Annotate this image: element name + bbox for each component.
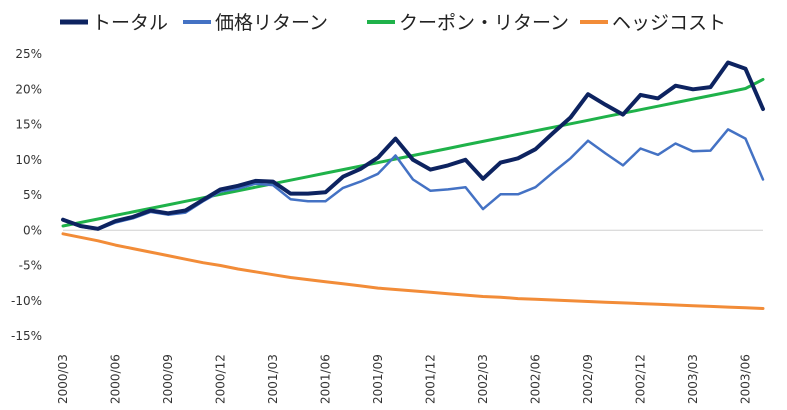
y-tick-label: -15% (11, 329, 42, 343)
x-tick-label: 2001/12 (424, 354, 438, 404)
x-tick-label: 2002/03 (476, 354, 490, 404)
series-line-3 (61, 77, 765, 228)
y-tick-label: 5% (23, 188, 42, 202)
y-tick-label: 20% (15, 82, 42, 96)
y-tick-label: -10% (11, 294, 42, 308)
series-layer (61, 60, 765, 310)
x-tick-label: 2002/06 (529, 354, 543, 404)
series-line-1 (61, 60, 765, 231)
y-axis: 25% 20% 15% 10% 5% 0% -5% -10% -15% (11, 47, 42, 343)
legend-label: 価格リターン (215, 12, 328, 34)
y-tick-label: -5% (19, 259, 42, 273)
x-tick-label: 2000/03 (56, 354, 70, 404)
x-tick-label: 2000/09 (161, 354, 175, 404)
legend-label: トータル (92, 12, 168, 34)
legend-label: クーポン・リターン (399, 12, 569, 34)
x-tick-label: 2003/06 (739, 354, 753, 404)
x-tick-label: 2002/12 (634, 354, 648, 404)
y-tick-label: 25% (15, 47, 42, 61)
x-tick-label: 2001/03 (266, 354, 280, 404)
x-tick-label: 2000/12 (214, 354, 228, 404)
y-tick-label: 0% (23, 223, 42, 237)
x-axis: 2000/03 2000/06 2000/09 2000/12 2001/03 2001/… (56, 229, 763, 404)
x-tick-label: 2002/09 (581, 354, 595, 404)
x-tick-label: 2001/06 (319, 354, 333, 404)
x-tick-label: 2003/03 (686, 354, 700, 404)
series-line-4 (61, 232, 765, 310)
legend: トータル 価格リターン クーポン・リターン ヘッジコスト (60, 12, 726, 34)
x-tick-label: 2001/09 (371, 354, 385, 404)
x-tick-label: 2000/06 (109, 354, 123, 404)
y-tick-label: 10% (15, 153, 42, 167)
y-tick-label: 15% (15, 118, 42, 132)
legend-label: ヘッジコスト (612, 12, 726, 34)
